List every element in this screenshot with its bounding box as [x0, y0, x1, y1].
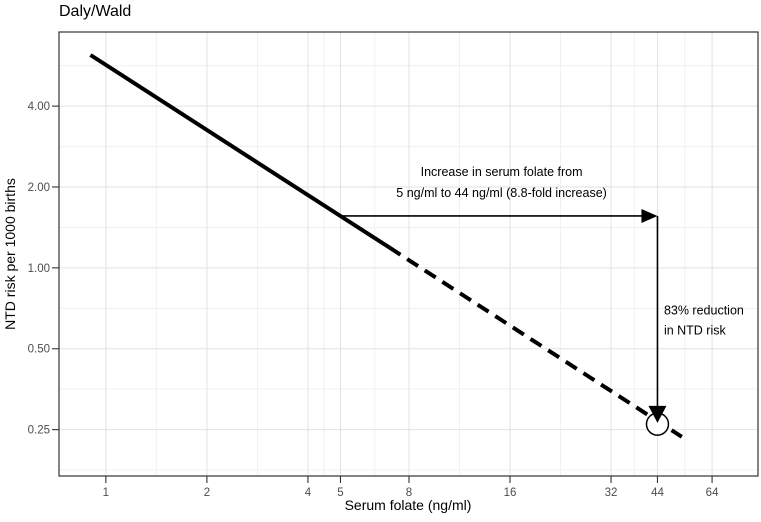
axis-layer: 1 2 4 5 8 16 32 44 64 4.00 2.00 1.00 0.50 0.25	[28, 31, 759, 499]
x-axis-title: Serum folate (ng/ml)	[345, 497, 472, 513]
x-tick-label: 64	[706, 487, 719, 499]
grid-layer	[59, 32, 758, 476]
annotation-text: 5 ng/ml to 44 ng/ml (8.8-fold increase)	[396, 186, 607, 200]
y-tick-label: 0.50	[28, 344, 50, 356]
annotation-text: in NTD risk	[664, 323, 727, 337]
y-tick-label: 2.00	[28, 182, 50, 194]
risk-line-observed	[89, 53, 391, 250]
x-tick-label: 32	[605, 487, 618, 499]
x-tick-label: 1	[103, 487, 109, 499]
folate-increase-arrow-head	[641, 208, 658, 223]
y-tick-label: 0.25	[28, 425, 50, 437]
y-axis-title: NTD risk per 1000 births	[2, 178, 18, 330]
annotation-text: 83% reduction	[664, 303, 744, 317]
chart-title: Daly/Wald	[59, 3, 131, 20]
y-tick-label: 1.00	[28, 263, 50, 275]
x-tick-label: 8	[406, 487, 412, 499]
risk-reduction-arrow-head	[648, 405, 667, 423]
risk-line-extrapolated	[388, 245, 683, 439]
x-tick-label: 44	[651, 487, 664, 499]
data-layer	[89, 53, 683, 439]
x-tick-label: 2	[204, 487, 210, 499]
x-tick-label: 16	[504, 487, 517, 499]
y-tick-label: 4.00	[28, 101, 50, 113]
x-tick-label: 4	[305, 487, 312, 499]
annotation-layer: Increase in serum folate from 5 ng/ml to …	[340, 165, 744, 423]
annotation-text: Increase in serum folate from	[421, 165, 583, 179]
x-tick-label: 5	[337, 487, 343, 499]
